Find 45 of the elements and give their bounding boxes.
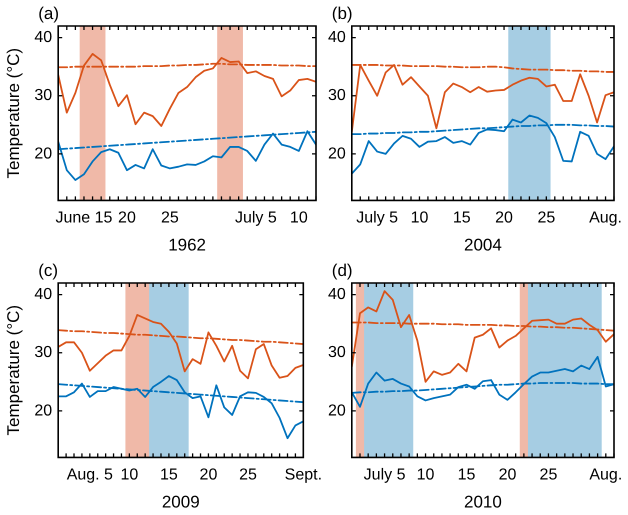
x-tick-label: 20	[200, 466, 218, 484]
x-tick-label: 20	[498, 466, 516, 484]
x-tick-label: July 5	[356, 209, 398, 226]
x-tick-label: July 5	[364, 466, 406, 484]
y-tick-label: 40	[328, 286, 346, 304]
x-tick-label: 15	[452, 209, 471, 226]
y-axis-title: Temperature (°C)	[4, 48, 23, 178]
x-tick-label: 20	[118, 209, 136, 226]
y-tick-label: 30	[328, 344, 346, 362]
x-tick-label: 25	[540, 466, 558, 484]
x-tick-label: 25	[239, 466, 257, 484]
x-tick-label: Aug. 5	[66, 466, 114, 484]
y-tick-label: 30	[34, 87, 52, 104]
x-tick-label: 25	[537, 209, 556, 226]
x-axis-title: 2010	[464, 492, 502, 512]
y-tick-label: 20	[34, 145, 52, 162]
x-axis-title: 1962	[168, 235, 206, 254]
y-tick-label: 30	[34, 344, 52, 362]
x-tick-label: 10	[290, 209, 308, 226]
x-tick-label: 10	[416, 466, 435, 484]
x-tick-label: Aug.	[589, 209, 622, 226]
x-tick-label: 25	[161, 209, 179, 226]
chart-title: (c)	[38, 261, 58, 280]
x-tick-label: June 15	[56, 209, 113, 226]
y-tick-label: 20	[328, 402, 346, 420]
x-tick-label: Sept.	[284, 466, 322, 484]
y-tick-label: 40	[328, 29, 346, 46]
chart-title: (a)	[38, 4, 59, 24]
y-tick-label: 20	[34, 402, 52, 420]
x-tick-label: 10	[120, 466, 138, 484]
y-axis-title: Temperature (°C)	[4, 304, 23, 436]
x-tick-label: 15	[160, 466, 178, 484]
y-tick-label: 40	[34, 29, 52, 46]
x-tick-label: 15	[458, 466, 476, 484]
x-tick-label: July 5	[234, 209, 277, 226]
y-tick-label: 20	[328, 145, 346, 162]
x-tick-label: 10	[410, 209, 428, 226]
chart-title: (b)	[332, 4, 353, 24]
x-axis-title: 2004	[464, 235, 502, 254]
y-tick-label: 40	[34, 286, 52, 304]
x-tick-label: Aug.	[589, 466, 622, 484]
x-tick-label: 20	[495, 209, 514, 226]
y-tick-label: 30	[328, 87, 346, 104]
chart-title: (d)	[332, 261, 353, 280]
x-axis-title: 2009	[162, 492, 200, 512]
